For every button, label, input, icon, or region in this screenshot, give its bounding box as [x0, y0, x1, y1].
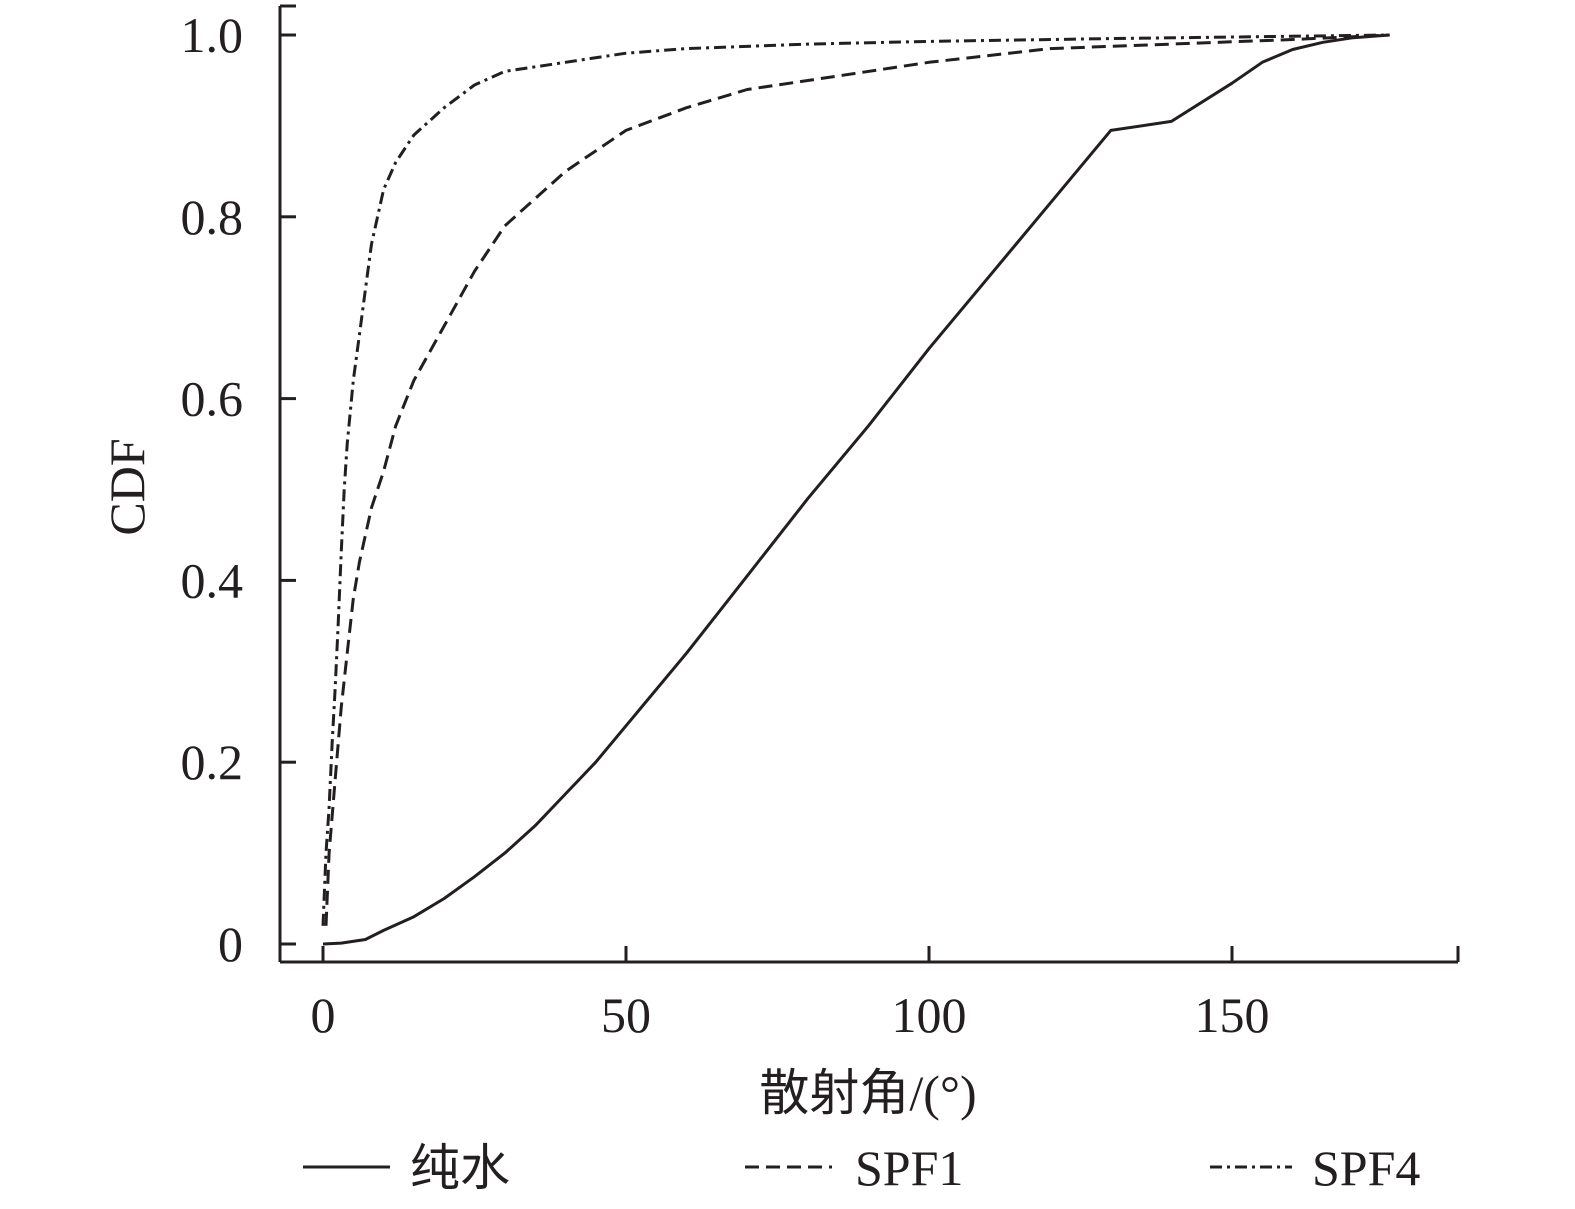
- y-tick-label: 0.2: [181, 734, 244, 790]
- series-line-spf1: [324, 33, 1390, 926]
- legend-label-pure-water: 纯水: [410, 1140, 510, 1196]
- plot-series: [321, 33, 1390, 946]
- legend: 纯水 SPF1 SPF4: [303, 1140, 1420, 1196]
- y-tick-label: 0.6: [181, 371, 244, 427]
- y-tick-label: 0.8: [181, 189, 244, 245]
- x-tick-label: 50: [601, 987, 651, 1043]
- y-tick-label: 0: [218, 916, 243, 972]
- axis-ticks: 0 50 100 150 0 0.2 0.4 0.6 0.8 1.0: [181, 7, 1270, 1043]
- legend-label-spf4: SPF4: [1312, 1140, 1420, 1196]
- series-line-spf4: [321, 33, 1390, 926]
- y-tick-label: 1.0: [181, 7, 244, 63]
- x-axis-label: 散射角/(°): [759, 1065, 976, 1121]
- y-axis-label: CDF: [99, 438, 155, 535]
- y-tick-label: 0.4: [181, 552, 244, 608]
- series-line-pure-water: [322, 33, 1390, 946]
- x-tick-label: 0: [311, 987, 336, 1043]
- x-tick-label: 150: [1195, 987, 1270, 1043]
- legend-label-spf1: SPF1: [855, 1140, 963, 1196]
- x-tick-label: 100: [892, 987, 967, 1043]
- axes-frame: [278, 4, 1460, 964]
